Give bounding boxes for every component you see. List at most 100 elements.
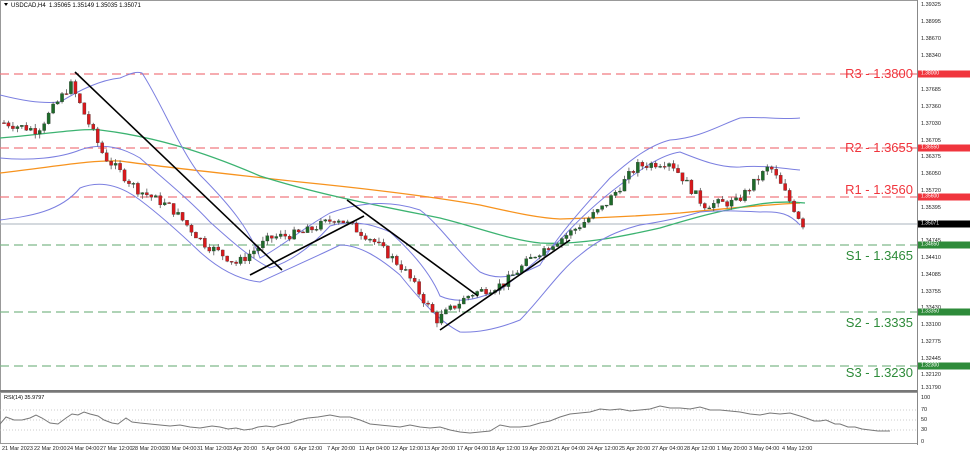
symbol-timeframe: USDCAD,H4: [11, 3, 46, 9]
rsi-title: RSI(14) 35.9797: [4, 395, 45, 401]
candle: [176, 212, 180, 215]
candle: [412, 278, 417, 282]
r2-price-tag: 1.36550: [918, 144, 970, 152]
candle: [345, 221, 350, 224]
candle: [234, 261, 238, 264]
candle: [453, 305, 457, 309]
candle: [711, 203, 716, 209]
time-tick: 24 Apr 12:00: [587, 446, 619, 452]
candle: [180, 212, 185, 221]
candle: [774, 169, 778, 176]
time-tick: 12 Apr 12:00: [392, 446, 424, 452]
candle: [167, 202, 171, 204]
r1-label: R1 - 1.3560: [845, 182, 913, 197]
candle: [100, 142, 104, 153]
candle: [261, 240, 265, 249]
candle: [761, 171, 765, 181]
price-tick: 1.36705: [921, 138, 941, 144]
candle: [560, 238, 564, 245]
candle: [720, 199, 725, 202]
candle: [109, 161, 113, 166]
candle: [787, 190, 792, 202]
candle: [622, 179, 627, 192]
candle: [198, 237, 203, 240]
time-tick: 30 Mar 04:00: [164, 446, 197, 452]
candle: [212, 246, 216, 252]
candle: [421, 294, 426, 304]
price-tick: 1.38670: [921, 36, 941, 42]
r1-price-tag: 1.35600: [918, 193, 970, 201]
candle: [6, 122, 11, 127]
price-tick: 1.39325: [921, 2, 941, 8]
candle: [33, 128, 37, 135]
time-tick: 28 Mar 20:00: [132, 446, 165, 452]
candle: [29, 128, 33, 131]
candle: [274, 236, 279, 239]
ma-green-line: [0, 129, 806, 244]
candle: [310, 226, 314, 231]
candle: [319, 220, 323, 230]
candle: [238, 256, 243, 264]
candle: [296, 229, 301, 233]
price-tick: 1.38340: [921, 53, 941, 59]
price-tick: 1.33100: [921, 322, 941, 328]
candle: [484, 289, 488, 295]
candle: [752, 178, 756, 191]
rsi-line: [0, 405, 890, 434]
candle: [555, 243, 560, 247]
candle: [118, 163, 122, 171]
candle: [292, 229, 296, 240]
candle: [82, 102, 87, 115]
price-tick: 1.34745: [921, 238, 941, 244]
candle: [171, 203, 176, 215]
candle: [426, 302, 430, 305]
candle: [386, 245, 390, 259]
candle: [430, 304, 435, 313]
candle: [122, 169, 127, 182]
candle: [658, 166, 662, 168]
candle: [564, 235, 569, 239]
candle: [91, 124, 96, 130]
candle: [582, 222, 587, 228]
time-tick: 21 Mar 2023: [2, 446, 33, 452]
candle: [627, 171, 631, 180]
candle: [20, 125, 24, 127]
time-tick: 1 May 20:00: [717, 446, 748, 452]
candle: [337, 220, 341, 223]
candle: [46, 112, 51, 124]
candle: [756, 178, 761, 181]
price-tick: 1.34085: [921, 272, 941, 278]
candle: [301, 231, 305, 234]
candle: [444, 309, 448, 315]
s3-price-tag: 1.32300: [918, 362, 970, 370]
candle: [162, 202, 167, 206]
candle: [372, 239, 377, 243]
candle: [252, 250, 256, 255]
candle: [216, 246, 221, 251]
dropdown-triangle-icon[interactable]: [4, 3, 8, 6]
candle: [511, 274, 515, 276]
candle: [390, 256, 395, 259]
time-tick: 25 Apr 20:00: [619, 446, 651, 452]
candle: [537, 255, 542, 258]
candle: [533, 256, 537, 259]
candle: [158, 195, 162, 206]
candle: [506, 274, 511, 287]
chart-header: USDCAD,H4 1.35065 1.35149 1.35035 1.3507…: [4, 3, 141, 9]
candle: [778, 175, 783, 184]
candle: [796, 211, 801, 219]
candle: [609, 195, 613, 206]
price-tick: 1.33755: [921, 289, 941, 295]
price-tick: 1.37030: [921, 121, 941, 127]
r3-label: R3 - 1.3800: [845, 66, 913, 81]
candle: [332, 221, 337, 223]
candle: [645, 165, 649, 168]
candle: [698, 190, 703, 204]
bollinger-middle: [0, 145, 801, 301]
candle: [51, 103, 55, 114]
rsi-tick: 100: [921, 395, 931, 401]
candle: [60, 93, 64, 102]
candle: [595, 209, 600, 213]
candle: [194, 232, 198, 239]
candle: [716, 199, 720, 204]
